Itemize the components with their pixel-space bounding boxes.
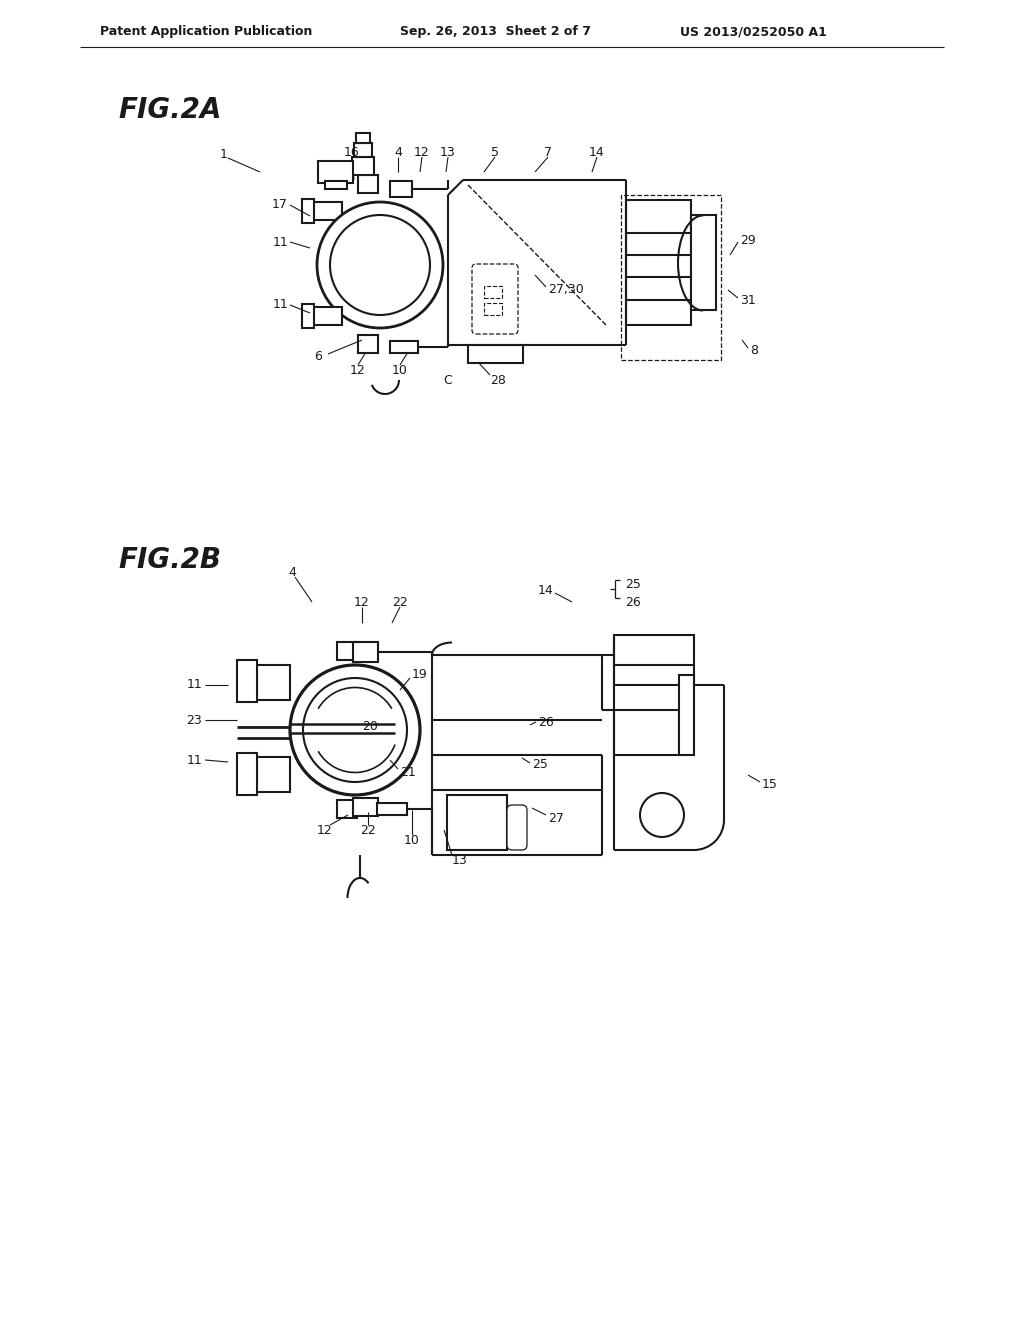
Text: 17: 17 [272,198,288,211]
Bar [255,665,290,700]
Bar [325,181,347,189]
Text: 11: 11 [186,754,202,767]
FancyBboxPatch shape [472,264,518,334]
Bar [237,752,257,795]
Bar [302,304,314,327]
Bar [484,286,502,298]
Text: 12: 12 [414,145,430,158]
Bar [390,181,412,197]
Text: 31: 31 [740,293,756,306]
Bar [484,304,502,315]
Text: 4: 4 [288,565,296,578]
Bar [312,202,342,220]
Text: 10: 10 [392,363,408,376]
Bar [247,671,257,696]
Bar [626,201,691,325]
Text: 26: 26 [538,715,554,729]
Text: 5: 5 [490,145,499,158]
Text: 25: 25 [532,759,548,771]
Text: 14: 14 [589,145,605,158]
Bar [353,642,378,663]
Text: 19: 19 [412,668,428,681]
Text: 26: 26 [625,595,641,609]
Text: 12: 12 [350,363,366,376]
Text: C: C [443,374,453,387]
Bar [354,143,372,157]
Text: 25: 25 [625,578,641,591]
Text: US 2013/0252050 A1: US 2013/0252050 A1 [680,25,826,38]
Text: 20: 20 [362,721,378,734]
Text: 12: 12 [317,824,333,837]
Circle shape [640,793,684,837]
Bar [614,635,694,685]
Bar [312,308,342,325]
Bar [621,195,721,360]
Text: 14: 14 [538,583,553,597]
Bar [255,756,290,792]
Text: 11: 11 [272,235,288,248]
Text: 23: 23 [186,714,202,726]
Bar [358,335,378,352]
Text: 16: 16 [344,145,359,158]
Text: 21: 21 [400,766,416,779]
Text: FIG.2A: FIG.2A [118,96,221,124]
FancyBboxPatch shape [507,805,527,850]
Text: 22: 22 [392,595,408,609]
Text: 15: 15 [762,779,778,792]
Bar [679,675,694,755]
Text: Sep. 26, 2013  Sheet 2 of 7: Sep. 26, 2013 Sheet 2 of 7 [400,25,591,38]
Text: Patent Application Publication: Patent Application Publication [100,25,312,38]
Bar [691,215,716,310]
Bar [337,800,357,818]
Text: 7: 7 [544,145,552,158]
Bar [302,199,314,223]
Bar [247,760,257,785]
Bar [377,803,407,814]
Bar [447,795,507,850]
Bar [353,799,378,816]
Bar [352,157,374,176]
Text: 22: 22 [360,824,376,837]
Circle shape [303,678,407,781]
Text: 10: 10 [404,833,420,846]
Circle shape [290,665,420,795]
Text: FIG.2B: FIG.2B [118,546,221,574]
Text: 6: 6 [314,351,322,363]
Text: 1: 1 [220,149,228,161]
Text: 29: 29 [740,234,756,247]
Bar [337,642,357,660]
Text: 27: 27 [548,812,564,825]
Bar [614,710,679,755]
Bar [468,345,523,363]
Text: 12: 12 [354,595,370,609]
Bar [449,180,626,345]
Bar [390,341,418,352]
Bar [356,133,370,143]
Text: 4: 4 [394,145,402,158]
Text: 27,30: 27,30 [548,284,584,297]
Bar [237,660,257,702]
Text: 11: 11 [272,298,288,312]
Bar [318,161,353,183]
Text: 11: 11 [186,678,202,692]
Text: 13: 13 [440,145,456,158]
Text: 13: 13 [453,854,468,866]
Text: 28: 28 [490,374,506,387]
Text: 8: 8 [750,343,758,356]
Circle shape [330,215,430,315]
Circle shape [317,202,443,327]
Bar [358,176,378,193]
